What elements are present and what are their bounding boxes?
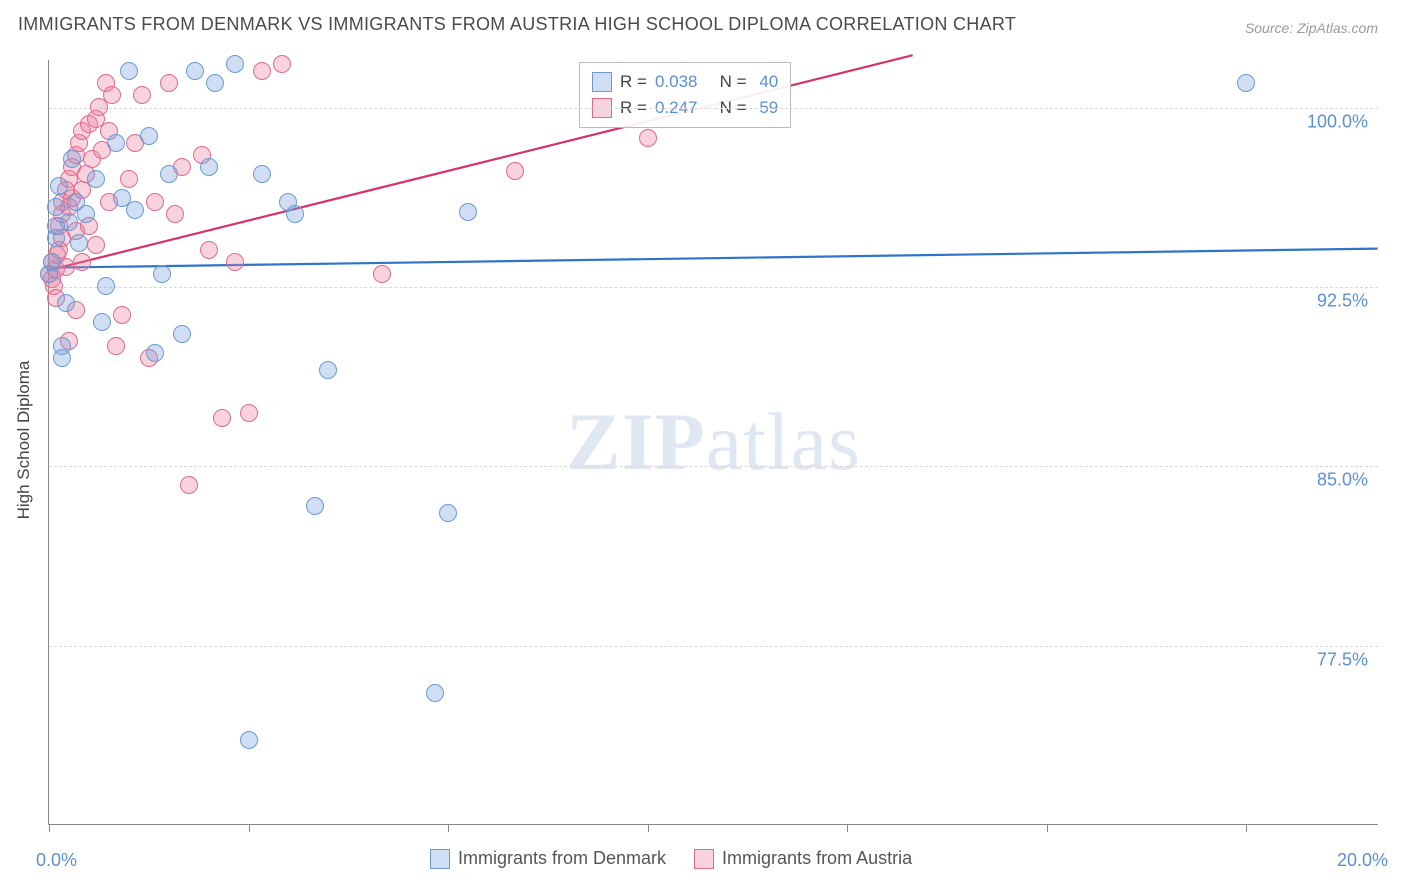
data-point [639, 129, 657, 147]
data-point [146, 344, 164, 362]
x-tick [847, 824, 848, 832]
data-point [120, 170, 138, 188]
legend-series-item: Immigrants from Denmark [430, 848, 666, 869]
data-point [173, 325, 191, 343]
data-point [87, 170, 105, 188]
data-point [459, 203, 477, 221]
data-point [63, 150, 81, 168]
y-tick-label: 100.0% [1307, 111, 1368, 132]
data-point [226, 55, 244, 73]
trend-lines [49, 60, 1378, 824]
x-tick [1047, 824, 1048, 832]
legend-series-label: Immigrants from Denmark [458, 848, 666, 869]
data-point [57, 294, 75, 312]
gridline-h [49, 646, 1378, 647]
data-point [180, 476, 198, 494]
data-point [126, 201, 144, 219]
data-point [226, 253, 244, 271]
data-point [97, 277, 115, 295]
trend-line [49, 249, 1377, 268]
y-tick-label: 77.5% [1317, 649, 1368, 670]
data-point [273, 55, 291, 73]
gridline-h [49, 466, 1378, 467]
data-point [1237, 74, 1255, 92]
data-point [213, 409, 231, 427]
legend-series-item: Immigrants from Austria [694, 848, 912, 869]
legend-swatch [592, 72, 612, 92]
data-point [146, 193, 164, 211]
data-point [43, 253, 61, 271]
data-point [186, 62, 204, 80]
data-point [87, 236, 105, 254]
x-tick [648, 824, 649, 832]
data-point [200, 241, 218, 259]
legend-series-label: Immigrants from Austria [722, 848, 912, 869]
legend-n-value: 40 [755, 69, 779, 95]
data-point [107, 134, 125, 152]
data-point [120, 62, 138, 80]
correlation-legend: R = 0.038 N = 40R = 0.247 N = 59 [579, 62, 791, 128]
legend-r-value: 0.038 [655, 69, 698, 95]
gridline-h [49, 287, 1378, 288]
x-tick [448, 824, 449, 832]
data-point [306, 497, 324, 515]
data-point [319, 361, 337, 379]
data-point [73, 253, 91, 271]
data-point [103, 86, 121, 104]
data-point [426, 684, 444, 702]
legend-n-label: N = [705, 69, 746, 95]
gridline-h [49, 108, 1378, 109]
data-point [47, 198, 65, 216]
y-axis-label: High School Diploma [14, 361, 34, 520]
data-point [160, 74, 178, 92]
data-point [506, 162, 524, 180]
data-point [373, 265, 391, 283]
y-tick-label: 85.0% [1317, 470, 1368, 491]
legend-r-label: R = [620, 69, 647, 95]
data-point [60, 213, 78, 231]
series-legend: Immigrants from Denmark Immigrants from A… [430, 848, 912, 869]
data-point [166, 205, 184, 223]
data-point [439, 504, 457, 522]
data-point [200, 158, 218, 176]
data-point [253, 62, 271, 80]
data-point [107, 337, 125, 355]
data-point [53, 349, 71, 367]
data-point [70, 234, 88, 252]
data-point [286, 205, 304, 223]
chart-title: IMMIGRANTS FROM DENMARK VS IMMIGRANTS FR… [18, 14, 1016, 35]
legend-stat-row: R = 0.038 N = 40 [592, 69, 778, 95]
data-point [50, 177, 68, 195]
x-axis-min-label: 0.0% [36, 850, 77, 871]
source-attribution: Source: ZipAtlas.com [1245, 20, 1378, 36]
x-axis-max-label: 20.0% [1337, 850, 1388, 871]
data-point [206, 74, 224, 92]
chart-plot-area: ZIPatlas R = 0.038 N = 40R = 0.247 N = 5… [48, 60, 1378, 825]
data-point [140, 127, 158, 145]
data-point [240, 404, 258, 422]
y-tick-label: 92.5% [1317, 291, 1368, 312]
watermark: ZIPatlas [566, 395, 861, 489]
data-point [153, 265, 171, 283]
data-point [160, 165, 178, 183]
data-point [113, 306, 131, 324]
data-point [240, 731, 258, 749]
data-point [93, 313, 111, 331]
legend-swatch [694, 849, 714, 869]
data-point [77, 205, 95, 223]
data-point [253, 165, 271, 183]
x-tick [49, 824, 50, 832]
legend-swatch [430, 849, 450, 869]
x-tick [249, 824, 250, 832]
x-tick [1246, 824, 1247, 832]
data-point [133, 86, 151, 104]
